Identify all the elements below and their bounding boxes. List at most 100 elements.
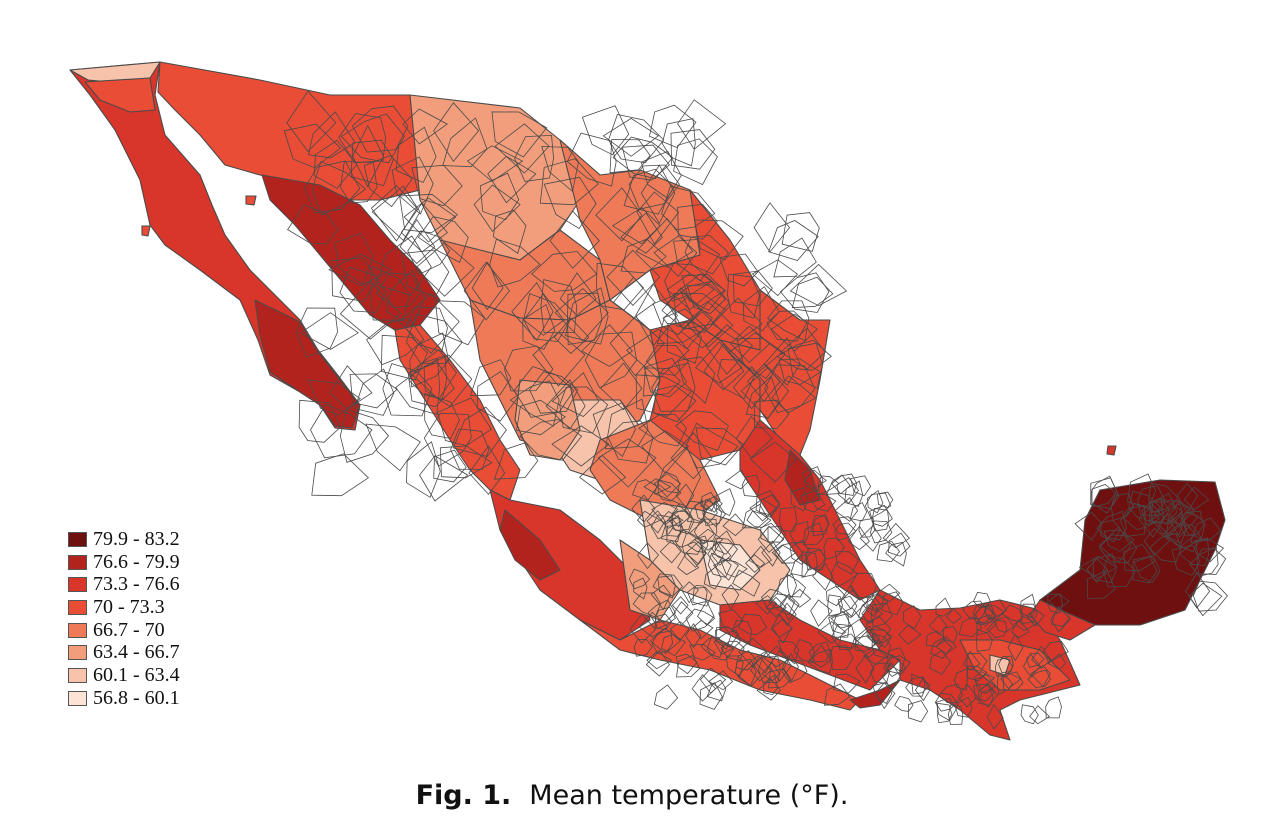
legend-item: 63.4 - 66.7 [68, 641, 180, 664]
map-region [1029, 599, 1096, 641]
municipality-boundary [789, 263, 848, 307]
municipality-boundary [551, 372, 600, 417]
municipality-boundary [645, 649, 671, 677]
municipality-boundary [646, 651, 673, 670]
municipality-boundary [606, 249, 661, 306]
municipality-boundary [338, 113, 387, 164]
municipality-boundary [790, 487, 809, 512]
caption-text: Mean temperature (°F). [529, 780, 849, 811]
municipality-boundary [730, 325, 771, 364]
municipality-boundary [686, 284, 726, 315]
municipality-boundary [741, 474, 761, 498]
municipality-boundary [1194, 538, 1225, 563]
municipality-boundary [703, 566, 722, 590]
municipality-boundary [849, 572, 877, 599]
municipality-boundary [669, 621, 690, 642]
municipality-boundary [872, 681, 893, 704]
municipality-boundary [808, 644, 832, 668]
municipality-boundary [882, 522, 911, 549]
municipality-boundary [935, 635, 958, 655]
legend-swatch [68, 554, 87, 570]
municipality-boundary [660, 514, 682, 543]
municipality-boundary [643, 478, 672, 495]
municipality-boundary [664, 263, 713, 302]
municipality-boundary [675, 483, 695, 509]
municipality-boundary [391, 156, 434, 215]
municipality-boundary [720, 640, 745, 661]
municipality-boundary [334, 232, 374, 286]
municipality-boundary [519, 419, 583, 461]
municipality-boundary [707, 541, 725, 568]
municipality-boundary [996, 672, 1014, 696]
municipality-boundary [998, 655, 1014, 674]
municipality-boundary [746, 510, 772, 528]
municipality-boundary [609, 316, 665, 377]
municipality-boundary [862, 594, 882, 617]
municipality-boundary [650, 584, 671, 611]
municipality-boundary [299, 312, 359, 350]
municipality-boundary [757, 525, 785, 553]
municipality-boundary [703, 343, 745, 391]
municipality-boundary [1014, 616, 1038, 632]
municipality-boundary [776, 573, 798, 598]
municipality-boundary [308, 111, 356, 159]
legend-item: 76.6 - 79.9 [68, 551, 180, 574]
municipality-boundary [934, 692, 958, 712]
municipality-boundary [832, 516, 857, 535]
municipality-boundary [652, 573, 684, 597]
municipality-boundary [554, 288, 609, 342]
municipality-boundary [287, 204, 339, 245]
municipality-boundary [307, 379, 361, 416]
map-region [499, 509, 561, 581]
municipality-boundary [713, 557, 739, 581]
municipality-boundary [803, 522, 825, 546]
legend-label: 79.9 - 83.2 [93, 527, 180, 550]
municipality-boundary [628, 164, 680, 210]
municipality-boundary [1103, 554, 1137, 588]
municipality-boundary [745, 375, 780, 419]
municipality-boundary [1091, 484, 1120, 514]
municipality-boundary [646, 510, 666, 534]
municipality-boundary [826, 474, 851, 495]
municipality-boundary [666, 273, 715, 311]
municipality-boundary [660, 510, 684, 529]
municipality-boundary [805, 549, 826, 571]
municipality-boundary [749, 441, 797, 483]
municipality-boundary [479, 172, 520, 221]
municipality-boundary [700, 491, 717, 512]
municipality-boundary [1178, 510, 1204, 537]
municipality-boundary [1001, 604, 1024, 623]
municipality-boundary [908, 700, 929, 723]
municipality-boundary [743, 286, 780, 332]
municipality-boundary [714, 626, 732, 651]
municipality-boundary [469, 359, 512, 397]
municipality-boundary [832, 613, 850, 638]
municipality-boundary [1119, 505, 1146, 537]
municipality-boundary [755, 595, 778, 615]
municipality-boundary [1043, 640, 1069, 664]
municipality-boundary [652, 291, 694, 336]
municipality-boundary [711, 297, 763, 342]
municipality-boundary [671, 596, 689, 615]
municipality-boundary [463, 261, 511, 321]
municipality-boundary [600, 362, 643, 411]
municipality-boundary [994, 616, 1015, 633]
municipality-boundary [885, 541, 907, 567]
municipality-boundary [1092, 553, 1117, 583]
municipality-boundary [581, 324, 633, 367]
municipality-boundary [649, 104, 697, 149]
municipality-boundary [945, 607, 963, 624]
municipality-boundary [705, 324, 754, 375]
municipality-boundary [551, 425, 610, 467]
municipality-boundary [509, 380, 560, 427]
legend-item: 79.9 - 83.2 [68, 528, 180, 551]
municipality-boundary [635, 217, 694, 268]
municipality-boundary [351, 105, 409, 153]
municipality-boundary [689, 643, 717, 661]
municipality-boundary [670, 432, 713, 480]
municipality-boundary [399, 193, 459, 234]
municipality-boundary [1087, 569, 1116, 599]
legend-item: 60.1 - 63.4 [68, 664, 180, 687]
municipality-boundary [409, 332, 450, 388]
municipality-boundary [629, 613, 657, 644]
